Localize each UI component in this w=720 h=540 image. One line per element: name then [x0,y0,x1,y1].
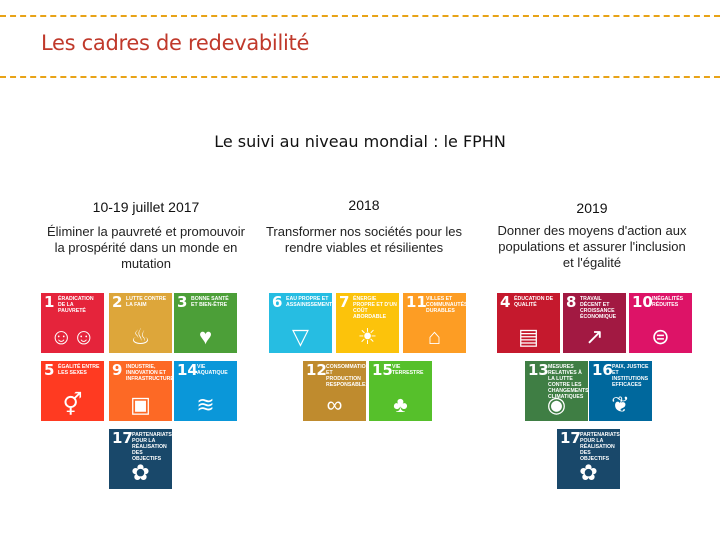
growth-chart-icon: ↗ [585,324,604,349]
sdg-goal-label: Partenariats pour la réalisation des obj… [132,432,172,462]
sdg-goal-number: 6 [272,293,283,311]
sdg-goal-15-tile: 15 Vie terrestre ♣ [369,361,432,421]
sdg-goal-label: Inégalités réduites [652,296,684,308]
sdg-goal-label: Industrie, innovation et infrastructure [126,364,172,382]
sdg-goal-8-tile: 8 Travail décent et croissance économique… [563,293,626,353]
sdg-goal-number: 10 [632,293,653,311]
sdg-goal-number: 9 [112,361,123,379]
water-drop-icon: ▽ [292,324,309,349]
sdg-goal-number: 13 [528,361,549,379]
sdg-goal-1-tile: 1 Éradication de la pauvreté ☺☺ [41,293,104,353]
sdg-goal-label: Éducation de qualité [514,296,554,308]
sdg-goal-4-tile: 4 Éducation de qualité ▤ [497,293,560,353]
sdg-goal-17-tile: 17 Partenariats pour la réalisation des o… [557,429,620,489]
eye-globe-icon: ◉ [546,392,567,417]
sdg-goal-label: Eau propre et assainissement [286,296,332,308]
sdg-goal-label: Travail décent et croissance économique [580,296,617,320]
column-date-2018: 2018 [348,197,380,213]
infinity-icon: ∞ [326,392,343,417]
header-bottom-divider [0,76,720,78]
column-description-2017: Éliminer la pauvreté et promouvoir la pr… [47,224,245,271]
sdg-goal-number: 12 [306,361,327,379]
sdg-goal-number: 8 [566,293,577,311]
food-bowl-icon: ♨ [130,324,151,349]
heartbeat-icon: ♥ [198,324,213,349]
sdg-goal-12-tile: 12 Consommation et production responsable… [303,361,366,421]
sdg-goal-3-tile: 3 Bonne santé et bien-être ♥ [174,293,237,353]
sdg-goal-11-tile: 11 Villes et communautés durables ⌂ [403,293,466,353]
sdg-goal-label: Lutte contre la faim [126,296,167,308]
sdg-goal-label: Éradication de la pauvreté [58,296,94,314]
sdg-goal-number: 16 [592,361,613,379]
partnership-flower-icon: ✿ [131,460,150,485]
column-date-2017: 10-19 juillet 2017 [92,199,200,215]
sdg-goal-number: 17 [112,429,133,447]
tree-icon: ♣ [393,392,408,417]
city-icon: ⌂ [427,324,442,349]
sdg-goal-label: Mesures relatives à la lutte contre les … [548,364,588,400]
sdg-goal-13-tile: 13 Mesures relatives à la lutte contre le… [525,361,588,421]
column-description-2019: Donner des moyens d'action aux populatio… [497,223,687,270]
equals-icon: ⊜ [651,324,670,349]
sdg-goal-label: Partenariats pour la réalisation des obj… [580,432,620,462]
sdg-goal-number: 14 [177,361,198,379]
dove-icon: ❦ [611,392,630,417]
sdg-goal-number: 4 [500,293,511,311]
gender-equality-icon: ⚥ [62,392,83,417]
sdg-goal-number: 2 [112,293,123,311]
sdg-goal-label: Consommation et production responsables [326,364,366,388]
sdg-goal-14-tile: 14 Vie aquatique ≋ [174,361,237,421]
sdg-goal-label: Bonne santé et bien-être [191,296,229,308]
column-description-2018: Transformer nos sociétés pour les rendre… [265,224,463,255]
sdg-goal-number: 5 [44,361,55,379]
sdg-goal-10-tile: 10 Inégalités réduites ⊜ [629,293,692,353]
cubes-icon: ▣ [130,392,151,417]
sdg-goal-6-tile: 6 Eau propre et assainissement ▽ [269,293,332,353]
sdg-goal-number: 7 [339,293,350,311]
sdg-goal-label: Énergie propre et d'un coût abordable [353,296,397,320]
slide-subtitle: Le suivi au niveau mondial : le FPHN [214,132,506,151]
sun-icon: ☀ [357,324,378,349]
sdg-goal-number: 1 [44,293,55,311]
sdg-goal-number: 11 [406,293,427,311]
slide-title: Les cadres de redevabilité [41,31,310,55]
column-date-2019: 2019 [576,200,608,216]
header-top-divider [0,15,720,17]
sdg-goal-16-tile: 16 Paix, justice et institutions efficace… [589,361,652,421]
book-icon: ▤ [518,324,539,349]
sdg-goal-7-tile: 7 Énergie propre et d'un coût abordable ☀ [336,293,399,353]
sdg-goal-5-tile: 5 Égalité entre les sexes ⚥ [41,361,104,421]
family-icon: ☺☺ [50,324,95,349]
sdg-goal-number: 15 [372,361,393,379]
sdg-goal-9-tile: 9 Industrie, innovation et infrastructure… [109,361,172,421]
sdg-goal-label: Vie terrestre [392,364,424,376]
sdg-goal-2-tile: 2 Lutte contre la faim ♨ [109,293,172,353]
sdg-goal-label: Égalité entre les sexes [58,364,100,376]
sdg-goal-number: 3 [177,293,188,311]
sdg-goal-17-tile: 17 Partenariats pour la réalisation des o… [109,429,172,489]
sdg-goal-label: Paix, justice et institutions efficaces [612,364,649,388]
fish-icon: ≋ [196,392,215,417]
sdg-goal-number: 17 [560,429,581,447]
sdg-goal-label: Villes et communautés durables [426,296,466,314]
sdg-goal-label: Vie aquatique [197,364,228,376]
partnership-flower-icon: ✿ [579,460,598,485]
